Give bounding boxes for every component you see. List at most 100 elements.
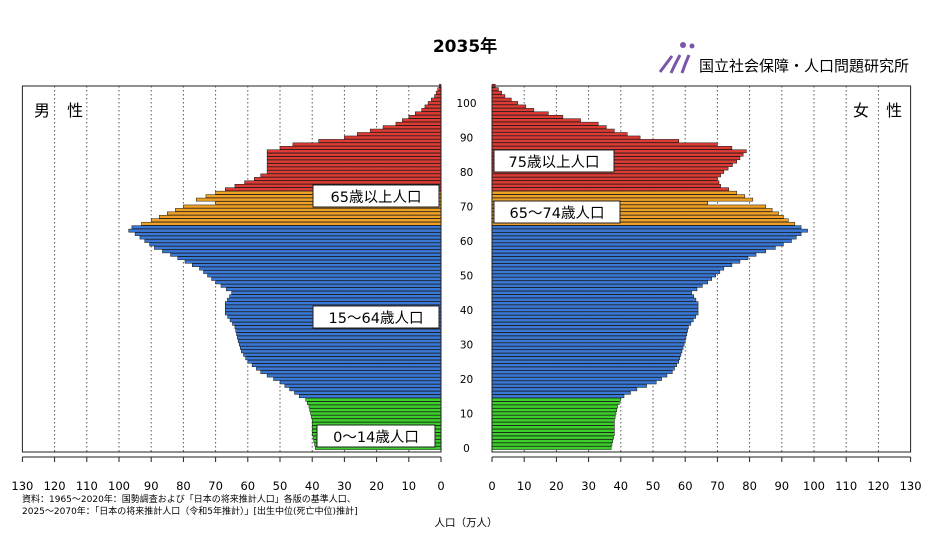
female-bar-age-35 xyxy=(491,325,689,330)
male-bar-age-99 xyxy=(424,104,442,109)
male-bar-age-77 xyxy=(244,180,442,185)
female-bar-age-34 xyxy=(491,328,688,333)
female-bar-age-79 xyxy=(491,173,721,178)
male-bar-age-90 xyxy=(344,135,442,140)
male-label: 男 性 xyxy=(34,101,89,120)
male-bar-age-98 xyxy=(421,108,442,112)
x-tick-label-male: 20 xyxy=(369,479,384,493)
female-bar-age-14 xyxy=(491,397,622,402)
female-bar-age-62 xyxy=(491,232,802,236)
male-bar-age-31 xyxy=(237,339,442,343)
x-tick-label-male: 70 xyxy=(208,479,223,493)
male-bar-age-17 xyxy=(289,387,442,392)
x-tick-label-male: 40 xyxy=(305,479,320,493)
x-tick-label-female: 20 xyxy=(549,479,564,493)
male-bar-age-46 xyxy=(226,287,442,292)
label-male-working: 15～64歳人口 xyxy=(312,305,440,329)
age-tick-label: 40 xyxy=(460,305,473,317)
male-bar-age-30 xyxy=(238,342,442,347)
female-bar-age-32 xyxy=(491,335,687,340)
male-bar-age-68 xyxy=(167,211,442,216)
female-bar-age-63 xyxy=(491,228,808,233)
male-bar-age-9 xyxy=(311,415,442,419)
female-bar-age-90 xyxy=(491,135,641,140)
male-bar-age-85 xyxy=(266,152,442,157)
age-tick-label: 100 xyxy=(456,98,476,110)
male-bar-age-26 xyxy=(245,356,442,361)
organization-logo xyxy=(658,42,695,74)
male-bar-age-43 xyxy=(227,297,442,302)
female-bar-age-58 xyxy=(491,246,776,250)
female-bar-age-3 xyxy=(491,435,614,440)
female-bar-age-64 xyxy=(491,225,802,229)
panel-frames xyxy=(21,85,912,453)
x-tick-label-female: 120 xyxy=(867,479,889,493)
male-bar-age-81 xyxy=(266,166,442,171)
male-bar-age-45 xyxy=(231,290,442,295)
x-tick-label-male: 30 xyxy=(337,479,352,493)
male-bar-age-53 xyxy=(192,263,442,267)
x-tick-label-female: 60 xyxy=(678,479,693,493)
x-tick-label-female: 90 xyxy=(774,479,789,493)
x-tick-label-male: 10 xyxy=(401,479,416,493)
label-male-child: 0～14歳人口 xyxy=(316,424,436,448)
female-bar-age-6 xyxy=(491,425,615,430)
female-bar-age-39 xyxy=(491,311,699,316)
male-bar-age-66 xyxy=(150,218,442,223)
male-bar-age-11 xyxy=(309,408,442,412)
female-bar-age-20 xyxy=(491,377,662,381)
female-bar-age-11 xyxy=(491,408,618,412)
female-bar-age-89 xyxy=(491,139,680,143)
female-bar-age-55 xyxy=(491,256,749,261)
male-bar-age-61 xyxy=(139,235,442,240)
male-bar-age-21 xyxy=(266,373,442,378)
female-bar-age-0 xyxy=(491,446,612,450)
male-bar-age-47 xyxy=(220,284,442,288)
female-bar-age-19 xyxy=(491,380,657,385)
female-bar-age-9 xyxy=(491,415,616,419)
female-bar-age-43 xyxy=(491,297,697,302)
x-tick-label-female: 50 xyxy=(646,479,661,493)
x-tick-label-female: 100 xyxy=(803,479,825,493)
female-bar-age-36 xyxy=(491,322,692,326)
male-bar-age-33 xyxy=(236,332,442,336)
age-tick-label: 30 xyxy=(460,340,473,352)
female-bar-age-73 xyxy=(491,194,746,198)
x-tick-label-female: 70 xyxy=(710,479,725,493)
female-bar-age-25 xyxy=(491,359,680,364)
female-bar-age-24 xyxy=(491,363,677,367)
male-bar-age-14 xyxy=(305,397,442,402)
male-bar-age-28 xyxy=(241,349,442,354)
male-bar-age-101 xyxy=(431,97,442,102)
label-male-senior-text: 65歳以上人口 xyxy=(331,189,422,206)
male-bar-age-23 xyxy=(256,366,442,371)
age-tick-label: 10 xyxy=(460,409,473,421)
age-tick-label: 0 xyxy=(463,443,470,455)
male-bar-age-15 xyxy=(299,394,442,399)
female-bar-age-28 xyxy=(491,349,683,354)
male-bar-age-42 xyxy=(225,301,442,305)
age-tick-label: 60 xyxy=(460,236,473,248)
x-tick-label-male: 50 xyxy=(273,479,288,493)
label-female-old-text: 75歳以上人口 xyxy=(509,154,600,171)
x-tick-label-female: 40 xyxy=(613,479,628,493)
male-bar-age-88 xyxy=(292,142,442,147)
female-bar-age-16 xyxy=(491,391,631,395)
age-tick-label: 20 xyxy=(460,374,473,386)
label-female-young-old-text: 65～74歳人口 xyxy=(510,205,605,222)
male-bar-age-13 xyxy=(307,401,442,405)
x-tick-label-male: 80 xyxy=(176,479,191,493)
female-bar-age-95 xyxy=(491,118,581,123)
female-bar-age-51 xyxy=(491,270,721,274)
female-bar-age-44 xyxy=(491,294,695,298)
male-bar-age-91 xyxy=(357,132,442,136)
male-bar-age-84 xyxy=(266,156,442,160)
male-bar-age-55 xyxy=(177,256,442,261)
x-tick-label-female: 30 xyxy=(581,479,596,493)
male-bar-age-34 xyxy=(235,328,442,333)
male-bar-age-50 xyxy=(207,273,442,278)
female-bar-age-94 xyxy=(491,121,599,126)
female-bar-age-74 xyxy=(491,190,737,195)
x-tick-label-male: 110 xyxy=(76,479,98,493)
